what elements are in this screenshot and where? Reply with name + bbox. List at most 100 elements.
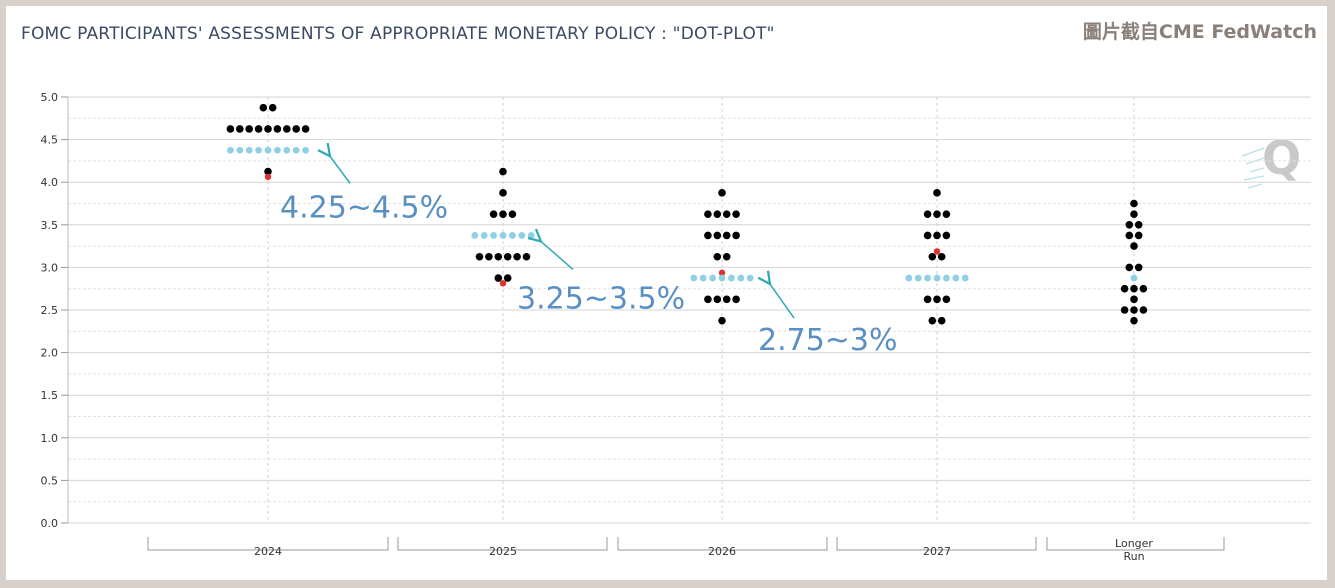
participant-dot	[722, 295, 731, 304]
y-tick-label: 5.0	[41, 91, 59, 104]
participant-dot	[283, 125, 291, 133]
participant-dot	[503, 274, 512, 282]
x-tick-label: 2027	[923, 545, 951, 558]
x-group-bracket	[1046, 537, 1225, 551]
x-tick-label: 2026	[708, 545, 736, 558]
participant-dot	[1120, 284, 1129, 293]
y-tick-label: 0.0	[41, 517, 59, 530]
expected-rate-dot	[737, 274, 745, 282]
participant-dot	[928, 316, 937, 325]
participant-dot	[513, 252, 521, 261]
participant-dot	[718, 189, 726, 197]
x-group-bracket	[617, 537, 828, 551]
y-tick-label: 1.5	[41, 389, 59, 402]
expected-rate-dot	[709, 274, 716, 282]
expected-rate-dot	[690, 274, 698, 282]
participant-dot	[704, 210, 712, 218]
participant-dot	[245, 125, 253, 133]
participant-dot	[292, 125, 301, 133]
participant-dot	[1130, 199, 1138, 208]
participant-dot	[1130, 295, 1138, 304]
participant-dot	[499, 210, 507, 218]
expected-rate-dot	[699, 274, 707, 282]
expected-rate-dot	[924, 274, 931, 282]
expected-rate-dot	[499, 232, 507, 239]
chart-title: FOMC PARTICIPANTS' ASSESSMENTS OF APPROP…	[21, 24, 775, 44]
expected-rate-dot	[292, 146, 300, 154]
participant-dot	[933, 295, 941, 304]
participant-dot	[1130, 210, 1138, 218]
participant-dot	[1130, 306, 1138, 314]
participant-dot	[937, 252, 946, 261]
participant-dot	[494, 252, 503, 261]
expected-rate-dot	[527, 232, 535, 239]
participant-dot	[923, 210, 932, 218]
expected-rate-dot	[718, 274, 726, 282]
participant-dot	[1134, 263, 1143, 272]
median-dot	[499, 280, 507, 287]
expected-rate-dot	[471, 232, 479, 239]
expected-rate-dot	[274, 146, 281, 154]
participant-dot	[1130, 316, 1138, 325]
participant-dot	[475, 252, 484, 261]
participant-dot	[713, 231, 722, 240]
participant-dot	[264, 167, 272, 176]
y-tick-label: 2.5	[41, 304, 59, 317]
expected-rate-dot	[943, 274, 950, 282]
x-group-bracket	[397, 537, 608, 551]
annotation-label: 2.75~3%	[758, 323, 898, 358]
participant-dot	[1125, 231, 1134, 240]
participant-dot	[928, 252, 937, 261]
x-group-bracket	[147, 537, 389, 551]
y-tick-label: 4.0	[41, 176, 59, 189]
participant-dot	[942, 210, 951, 218]
expected-rate-dot	[728, 274, 735, 282]
x-tick-label: Run	[1123, 550, 1144, 563]
participant-dot	[722, 231, 731, 240]
participant-dot	[722, 252, 731, 261]
x-tick-label: 2025	[489, 545, 517, 558]
median-dot	[718, 269, 726, 276]
expected-rate-dot	[961, 274, 969, 282]
x-group-bracket	[836, 537, 1037, 551]
participant-dot	[732, 231, 740, 240]
expected-rate-dot	[905, 274, 913, 282]
participant-dot	[301, 125, 310, 133]
expected-rate-dot	[255, 146, 262, 154]
y-tick-label: 0.5	[41, 474, 59, 487]
y-tick-label: 2.0	[41, 347, 59, 360]
participant-dot	[933, 189, 941, 197]
expected-rate-dot	[509, 232, 516, 239]
x-tick-label: 2024	[254, 545, 282, 558]
participant-dot	[732, 210, 740, 218]
participant-dot	[508, 210, 517, 218]
participant-dot	[942, 295, 951, 304]
participant-dot	[732, 295, 740, 304]
participant-dot	[1139, 306, 1148, 314]
expected-rate-dot	[227, 146, 234, 154]
expected-rate-dot	[236, 146, 244, 154]
median-dot	[933, 248, 941, 255]
participant-dot	[713, 295, 722, 304]
participant-dot	[254, 125, 263, 133]
participant-dot	[499, 167, 507, 176]
participant-dot	[923, 231, 932, 240]
participant-dot	[713, 210, 722, 218]
participant-dot	[722, 210, 731, 218]
participant-dot	[226, 125, 235, 133]
participant-dot	[264, 125, 272, 133]
annotation-label: 4.25~4.5%	[280, 190, 448, 225]
expected-rate-dot	[302, 146, 309, 154]
expected-rate-dot	[264, 146, 272, 154]
participant-dot	[499, 189, 507, 197]
annotation-label: 3.25~3.5%	[517, 281, 685, 316]
participant-dot	[1139, 284, 1148, 293]
expected-rate-dot	[283, 146, 291, 154]
expected-rate-dot	[1130, 274, 1138, 282]
participant-dot	[485, 252, 493, 261]
participant-dot	[522, 252, 531, 261]
participant-dot	[489, 210, 498, 218]
participant-dot	[268, 103, 277, 112]
participant-dot	[1134, 231, 1143, 240]
annotation-arrow	[541, 241, 574, 271]
